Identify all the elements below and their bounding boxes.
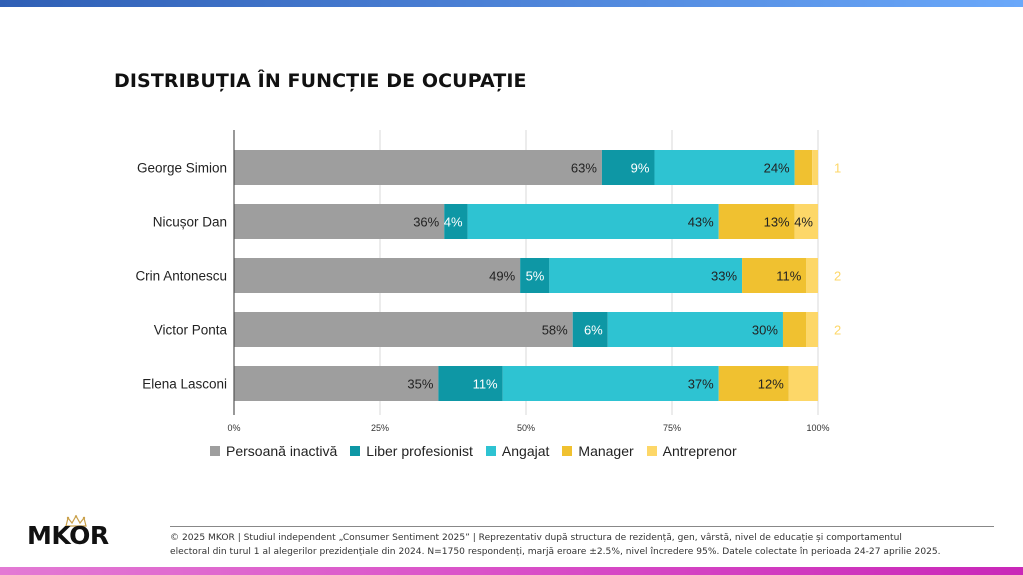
data-label: 1 xyxy=(834,161,841,176)
x-tick-label: 50% xyxy=(517,423,535,433)
data-label: 63% xyxy=(571,161,597,176)
footer-line-2: electoral din turul 1 al alegerilor prez… xyxy=(170,547,941,557)
bar-segment xyxy=(234,150,602,185)
legend-swatch xyxy=(485,446,496,456)
bar-segment xyxy=(794,150,813,185)
legend-item: Liber profesionist xyxy=(350,443,473,459)
data-label: 35% xyxy=(407,377,433,392)
x-tick-label: 100% xyxy=(806,423,829,433)
bar-segment xyxy=(234,258,521,293)
top-gradient-bar xyxy=(0,0,1023,7)
category-label: Elena Lasconi xyxy=(142,377,227,392)
footer-disclaimer: © 2025 MKOR | Studiul independent „Consu… xyxy=(170,531,990,559)
mkor-logo: MKOR xyxy=(27,521,109,550)
bar-segment xyxy=(502,366,719,401)
data-label: 24% xyxy=(764,161,790,176)
data-label: 58% xyxy=(542,323,568,338)
footer-divider xyxy=(170,526,994,527)
bar-segment xyxy=(549,258,743,293)
bar-segment xyxy=(234,366,439,401)
bar-segment xyxy=(782,312,807,347)
bar-segment xyxy=(467,204,719,239)
bar-segment xyxy=(718,366,789,401)
data-label: 37% xyxy=(688,377,714,392)
data-label: 2 xyxy=(834,323,841,338)
category-label: Nicușor Dan xyxy=(153,215,227,230)
data-label: 11% xyxy=(776,269,801,284)
legend-label: Antreprenor xyxy=(662,443,737,459)
legend-label: Persoană inactivă xyxy=(226,443,338,459)
category-label: George Simion xyxy=(137,161,227,176)
data-label: 4% xyxy=(444,215,463,230)
bar-segment xyxy=(654,150,795,185)
bar-segment xyxy=(444,204,468,239)
bar-segment xyxy=(812,150,818,185)
bar-segment xyxy=(794,204,818,239)
legend-item: Persoană inactivă xyxy=(210,443,337,459)
data-label: 30% xyxy=(752,323,778,338)
data-label: 49% xyxy=(489,269,515,284)
data-label: 6% xyxy=(584,323,603,338)
bar-segment xyxy=(572,312,608,347)
bar-segment xyxy=(234,204,445,239)
legend-swatch xyxy=(210,446,220,456)
x-tick-label: 25% xyxy=(371,423,389,433)
stacked-bar-chart: 0% 25% 50% 75% 100%George Simion 63% 9% 24% 1Nic… xyxy=(135,130,841,433)
legend-label: Angajat xyxy=(501,443,550,459)
bar-segment xyxy=(520,258,550,293)
bar-segment xyxy=(607,312,783,347)
data-label: 5% xyxy=(526,269,545,284)
data-label: 12% xyxy=(758,377,784,392)
data-label: 11% xyxy=(473,377,498,392)
category-label: Crin Antonescu xyxy=(135,269,227,284)
chart-legend: Persoană inactivă Liber profesionist Angaj… xyxy=(210,443,750,459)
legend-label: Manager xyxy=(578,443,634,459)
bottom-gradient-bar xyxy=(0,567,1023,575)
data-label: 9% xyxy=(631,161,650,176)
legend-label: Liber profesionist xyxy=(366,443,473,459)
legend-item: Angajat xyxy=(485,443,550,459)
legend-swatch xyxy=(350,446,361,456)
bar-segment xyxy=(742,258,807,293)
legend-swatch xyxy=(562,446,573,456)
category-label: Victor Ponta xyxy=(154,323,228,338)
legend-item: Manager xyxy=(562,443,634,459)
x-tick-label: 75% xyxy=(663,423,681,433)
bar-segment xyxy=(806,312,818,347)
data-label: 33% xyxy=(711,269,737,284)
legend-item: Antreprenor xyxy=(646,443,737,459)
bar-segment xyxy=(438,366,503,401)
bar-segment xyxy=(788,366,818,401)
footer-line-1: © 2025 MKOR | Studiul independent „Consu… xyxy=(170,533,902,543)
bar-segment xyxy=(234,312,573,347)
crown-icon xyxy=(65,515,87,527)
data-label: 4% xyxy=(794,215,813,230)
data-label: 36% xyxy=(413,215,439,230)
bar-segment xyxy=(718,204,795,239)
x-tick-label: 0% xyxy=(227,423,240,433)
chart-title: DISTRIBUȚIA ÎN FUNCȚIE DE OCUPAȚIE xyxy=(114,70,527,92)
legend-swatch xyxy=(646,446,657,456)
data-label: 13% xyxy=(764,215,790,230)
data-label: 2 xyxy=(834,269,841,284)
bar-segment xyxy=(601,150,655,185)
bar-segment xyxy=(806,258,818,293)
data-label: 43% xyxy=(688,215,714,230)
